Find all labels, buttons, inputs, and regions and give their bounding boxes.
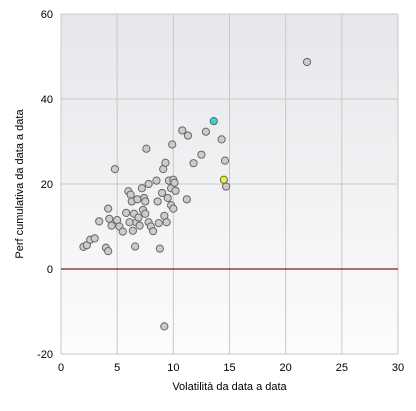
x-axis-title: Volatilità da data a data	[172, 381, 287, 393]
data-point	[141, 209, 150, 218]
data-point	[162, 218, 171, 227]
data-point	[131, 242, 140, 251]
data-point	[135, 221, 144, 230]
data-point	[133, 195, 142, 204]
data-point	[161, 158, 170, 167]
data-point	[189, 159, 198, 168]
data-point	[142, 144, 151, 153]
data-point	[183, 131, 193, 140]
data-point	[152, 176, 161, 185]
data-point	[222, 182, 231, 191]
data-point	[118, 227, 127, 236]
data-point	[163, 193, 172, 203]
x-tick-label: 10	[167, 362, 179, 374]
data-points	[79, 57, 312, 331]
y-tick-label: 0	[47, 264, 53, 276]
data-point	[178, 126, 187, 135]
data-point	[144, 179, 153, 189]
data-point	[128, 226, 137, 235]
data-point	[220, 156, 230, 165]
data-point	[154, 219, 163, 228]
highlighted-point-yellow	[219, 175, 228, 184]
data-point	[155, 244, 164, 253]
y-axis-title: Perf cumulativa da data a data	[14, 109, 26, 259]
data-point	[122, 208, 131, 217]
x-tick-label: 20	[280, 362, 292, 374]
data-point	[217, 135, 226, 144]
y-tick-label: 20	[41, 179, 53, 191]
data-point	[302, 57, 312, 67]
data-point	[149, 227, 158, 236]
y-tick-label: 60	[41, 9, 53, 21]
data-point	[110, 165, 120, 174]
data-point	[105, 214, 114, 223]
data-point	[158, 188, 167, 198]
data-point	[104, 204, 113, 213]
data-point	[126, 190, 135, 199]
y-axis-ticks: -20 0 20 40 60	[37, 9, 53, 361]
data-point	[197, 150, 206, 159]
data-point	[107, 221, 116, 230]
data-point	[125, 218, 134, 227]
data-point	[134, 213, 143, 222]
data-point	[153, 197, 162, 206]
data-point	[141, 197, 150, 206]
x-tick-label: 5	[114, 362, 120, 374]
x-tick-label: 25	[336, 362, 348, 374]
data-point	[168, 140, 177, 149]
x-tick-label: 0	[58, 362, 64, 374]
highlighted-point-cyan	[209, 117, 218, 126]
data-point	[95, 217, 104, 226]
y-tick-label: -20	[37, 349, 53, 361]
x-tick-label: 30	[392, 362, 404, 374]
data-point	[169, 204, 178, 213]
data-point	[170, 178, 179, 187]
data-point	[182, 195, 191, 204]
y-tick-label: 40	[41, 94, 53, 106]
data-point	[137, 184, 146, 193]
x-tick-label: 15	[223, 362, 235, 374]
data-point	[160, 322, 169, 331]
data-point	[90, 234, 99, 243]
x-axis-ticks: 0 5 10 15 20 25 30	[58, 362, 404, 374]
data-point	[104, 247, 113, 256]
data-point	[201, 127, 211, 136]
data-point	[171, 186, 180, 195]
